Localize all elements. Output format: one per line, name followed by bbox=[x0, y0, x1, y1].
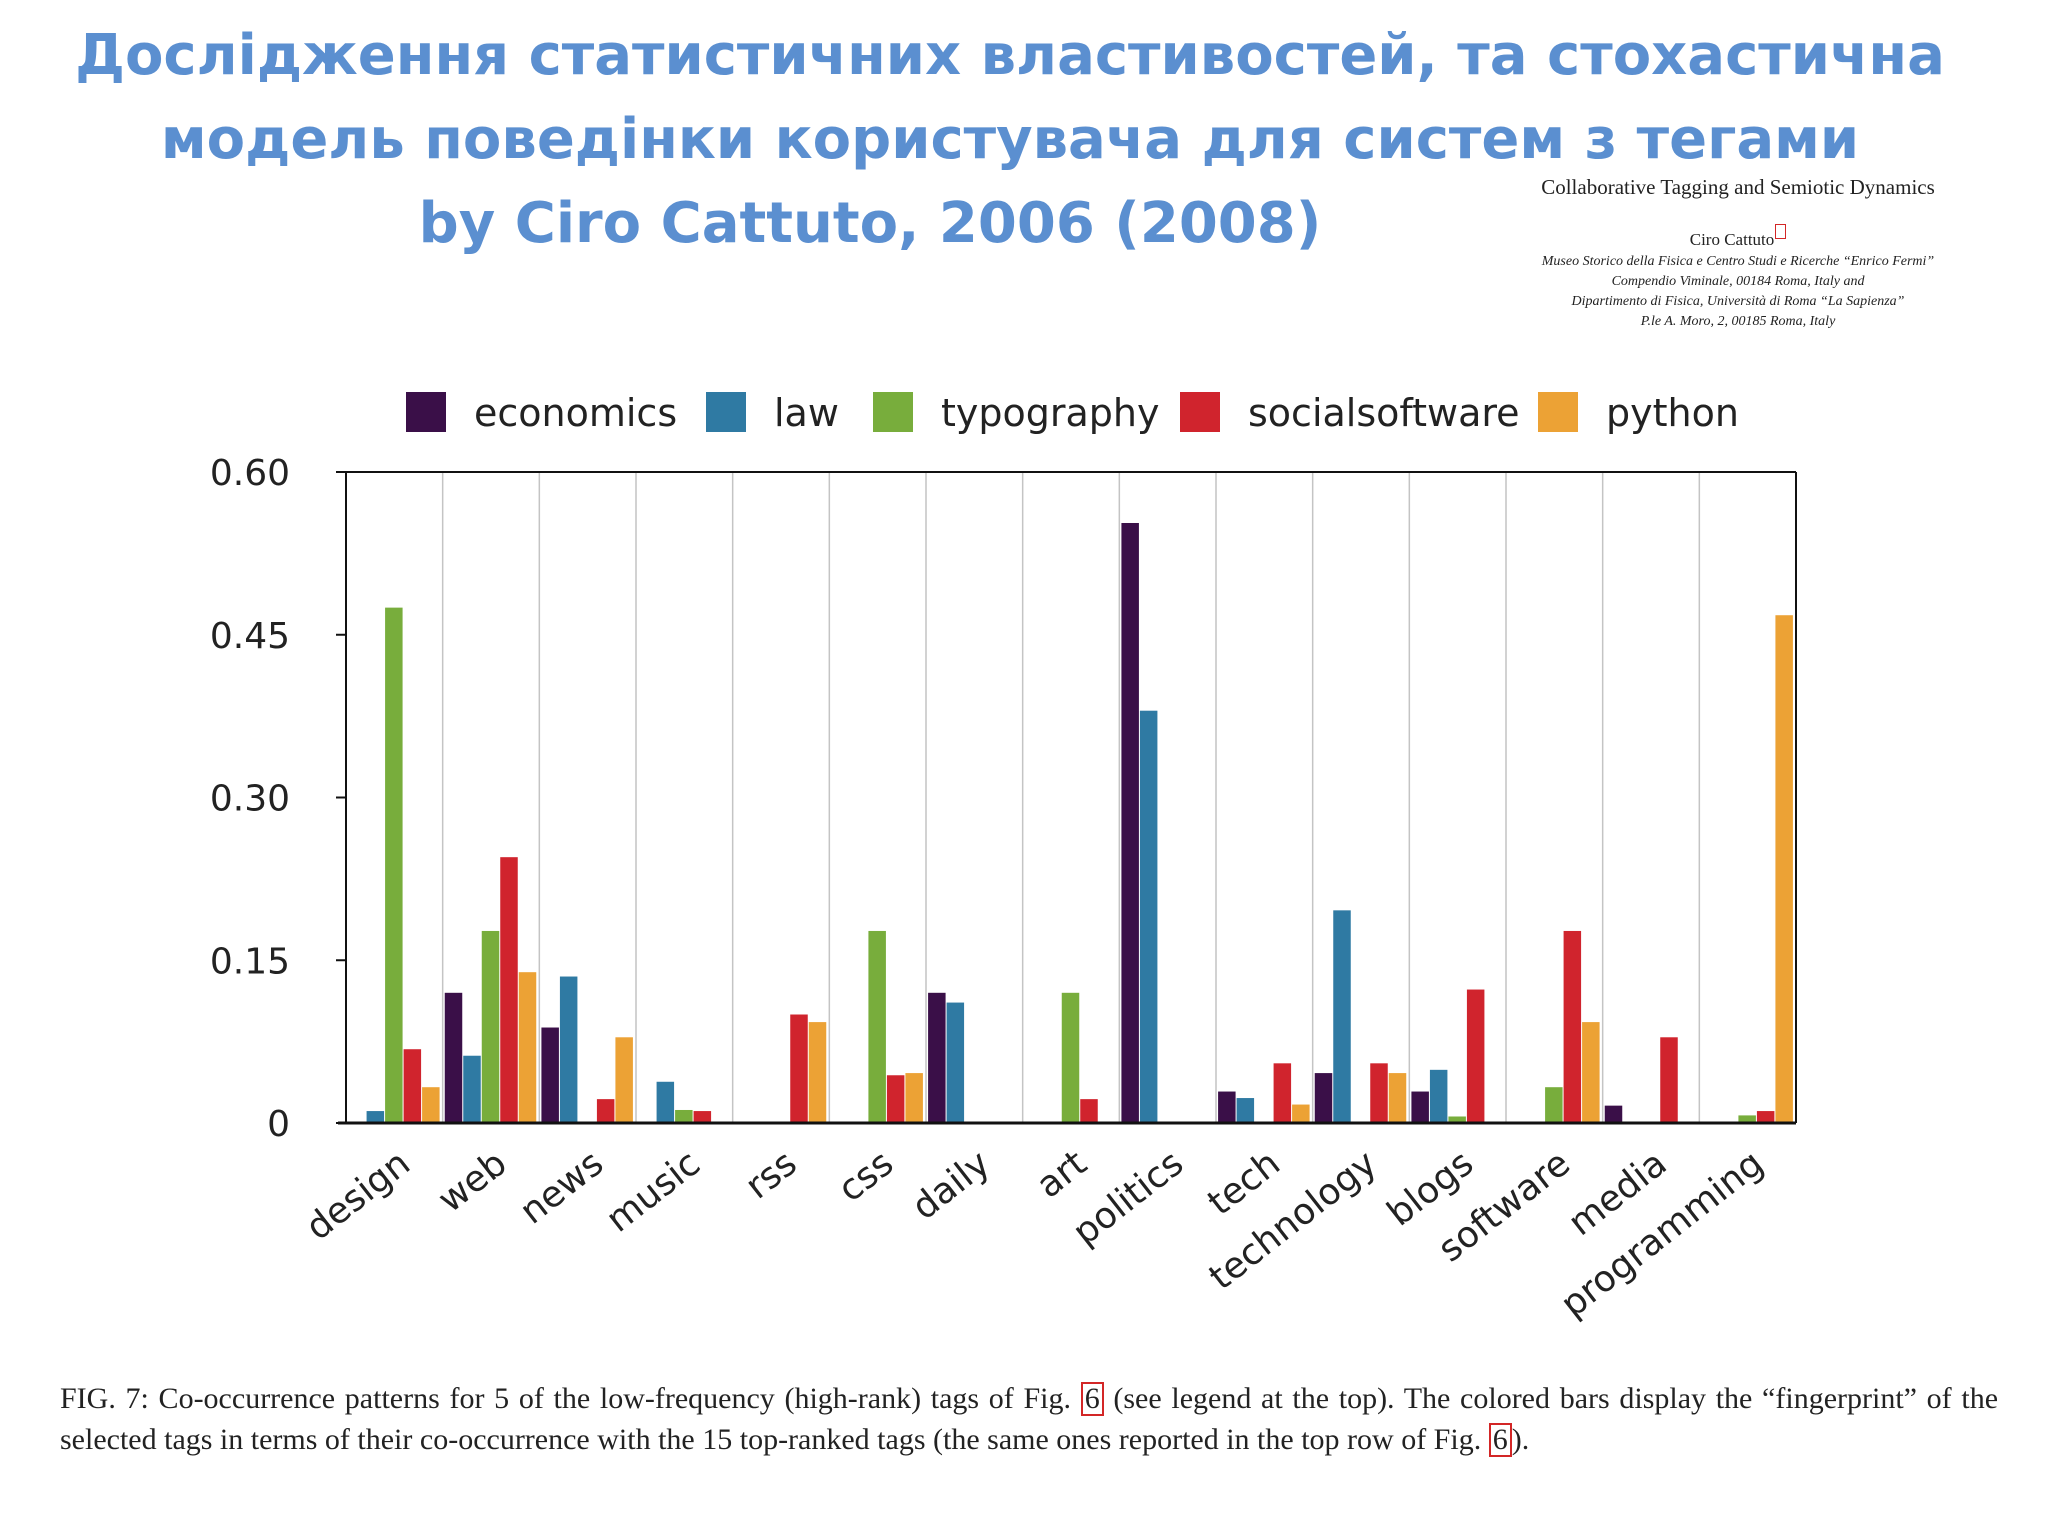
x-label-css: css bbox=[831, 1143, 901, 1211]
paper-author: Ciro Cattuto bbox=[1438, 224, 2038, 252]
bar-economics-technology bbox=[1314, 1073, 1333, 1123]
paper-affiliation-1: Museo Storico della Fisica e Centro Stud… bbox=[1541, 254, 1935, 269]
bar-economics-web bbox=[444, 992, 463, 1123]
bar-typography-art bbox=[1061, 992, 1080, 1123]
title-line-1: Дослідження статистичних властивостей, т… bbox=[75, 23, 1945, 88]
x-label-design: design bbox=[299, 1143, 418, 1249]
bar-python-news bbox=[615, 1037, 633, 1123]
bar-socialsoftware-technology bbox=[1370, 1063, 1388, 1123]
bar-python-programming bbox=[1775, 615, 1793, 1123]
bar-law-politics bbox=[1139, 710, 1158, 1123]
bar-socialsoftware-web bbox=[500, 857, 518, 1123]
legend-label-law: law bbox=[774, 391, 839, 435]
legend-label-typography: typography bbox=[941, 391, 1159, 435]
x-label-politics: politics bbox=[1065, 1143, 1191, 1254]
bar-socialsoftware-blogs bbox=[1466, 989, 1485, 1123]
y-tick-label: 0.60 bbox=[210, 453, 290, 494]
y-tick-label: 0.45 bbox=[210, 616, 290, 657]
title-line-3: by Ciro Cattuto, 2006 (2008) bbox=[418, 191, 1322, 256]
chart-axes bbox=[338, 471, 1797, 1125]
figure-ref-link[interactable]: 6 bbox=[1080, 1382, 1104, 1416]
bar-python-technology bbox=[1388, 1073, 1407, 1123]
bar-python-web bbox=[518, 972, 537, 1123]
y-axis-ticks: 0 0.15 0.30 0.45 0.60 bbox=[210, 453, 346, 1145]
paper-author-name: Ciro Cattuto bbox=[1689, 230, 1775, 249]
bar-python-software bbox=[1582, 1022, 1600, 1123]
bar-typography-web bbox=[481, 930, 500, 1123]
bar-economics-blogs bbox=[1411, 1091, 1429, 1123]
bar-socialsoftware-css bbox=[886, 1075, 905, 1123]
bar-economics-media bbox=[1604, 1105, 1623, 1123]
bar-python-tech bbox=[1292, 1104, 1310, 1123]
bar-law-music bbox=[656, 1081, 675, 1123]
x-label-news: news bbox=[513, 1143, 612, 1233]
bar-law-design bbox=[366, 1111, 385, 1123]
paper-header: Collaborative Tagging and Semiotic Dynam… bbox=[1438, 172, 2038, 332]
bar-socialsoftware-media bbox=[1660, 1037, 1678, 1123]
bar-python-design bbox=[422, 1087, 440, 1123]
figure-caption: FIG. 7: Co-occurrence patterns for 5 of … bbox=[60, 1378, 1998, 1460]
bar-socialsoftware-tech bbox=[1273, 1063, 1292, 1123]
bar-socialsoftware-programming bbox=[1756, 1111, 1775, 1123]
legend-swatch-socialsoftware bbox=[1180, 392, 1220, 432]
bar-typography-programming bbox=[1738, 1115, 1756, 1123]
bar-economics-daily bbox=[928, 992, 946, 1123]
y-tick-label: 0.15 bbox=[210, 941, 290, 982]
legend-swatch-python bbox=[1538, 392, 1578, 432]
bar-socialsoftware-design bbox=[403, 1049, 422, 1123]
bar-law-blogs bbox=[1429, 1069, 1448, 1123]
x-label-rss: rss bbox=[738, 1143, 804, 1208]
bar-law-daily bbox=[946, 1002, 965, 1123]
legend-swatch-law bbox=[706, 392, 746, 432]
bar-economics-politics bbox=[1121, 522, 1139, 1123]
title-line-2: модель поведінки користувача для систем … bbox=[160, 107, 1860, 172]
bar-law-news bbox=[559, 976, 578, 1123]
cooccurrence-bar-chart: economics law typography socialsoftware pyth… bbox=[210, 391, 1797, 1326]
figure-ref-link[interactable]: 6 bbox=[1488, 1423, 1512, 1457]
paper-title: Collaborative Tagging and Semiotic Dynam… bbox=[1541, 175, 1935, 199]
chart-grid bbox=[441, 472, 1701, 1123]
bar-law-tech bbox=[1236, 1098, 1255, 1123]
chart-bars bbox=[366, 522, 1793, 1123]
x-label-daily: daily bbox=[905, 1143, 998, 1228]
y-tick-label: 0 bbox=[267, 1104, 290, 1145]
paper-affiliation-4: P.le A. Moro, 2, 00185 Roma, Italy bbox=[1640, 314, 1836, 329]
bar-socialsoftware-art bbox=[1080, 1099, 1098, 1123]
bar-typography-music bbox=[675, 1109, 693, 1123]
bar-typography-design bbox=[385, 607, 403, 1123]
caption-text-2: (see legend at the top). The colored bar… bbox=[60, 1382, 1999, 1456]
bar-typography-software bbox=[1545, 1087, 1563, 1123]
bar-python-css bbox=[905, 1073, 923, 1123]
paper-affiliation-3: Dipartimento di Fisica, Università di Ro… bbox=[1571, 294, 1905, 309]
paper-affiliation-2: Compendio Viminale, 00184 Roma, Italy an… bbox=[1611, 274, 1865, 289]
legend-swatch-typography bbox=[873, 392, 913, 432]
x-label-music: music bbox=[599, 1143, 708, 1241]
bar-socialsoftware-rss bbox=[790, 1014, 808, 1123]
bar-python-rss bbox=[808, 1022, 827, 1123]
legend-label-economics: economics bbox=[474, 391, 677, 435]
caption-text-3: ). bbox=[1511, 1423, 1530, 1456]
bar-economics-tech bbox=[1218, 1091, 1236, 1123]
x-label-art: art bbox=[1029, 1143, 1094, 1207]
x-label-web: web bbox=[431, 1143, 515, 1221]
bar-socialsoftware-music bbox=[693, 1111, 712, 1123]
footnote-marker[interactable] bbox=[1775, 224, 1787, 239]
chart-legend: economics law typography socialsoftware pyth… bbox=[406, 391, 1739, 435]
bar-typography-css bbox=[868, 930, 886, 1123]
legend-label-socialsoftware: socialsoftware bbox=[1248, 391, 1520, 435]
bar-socialsoftware-software bbox=[1563, 930, 1582, 1123]
legend-label-python: python bbox=[1606, 391, 1739, 435]
bar-law-web bbox=[463, 1055, 481, 1123]
bar-socialsoftware-news bbox=[596, 1099, 615, 1123]
y-tick-label: 0.30 bbox=[210, 779, 290, 820]
legend-swatch-economics bbox=[406, 392, 446, 432]
bar-typography-blogs bbox=[1448, 1116, 1466, 1123]
bar-economics-news bbox=[541, 1027, 559, 1123]
bar-law-technology bbox=[1333, 910, 1351, 1123]
caption-text-1: FIG. 7: Co-occurrence patterns for 5 of … bbox=[60, 1382, 1081, 1415]
